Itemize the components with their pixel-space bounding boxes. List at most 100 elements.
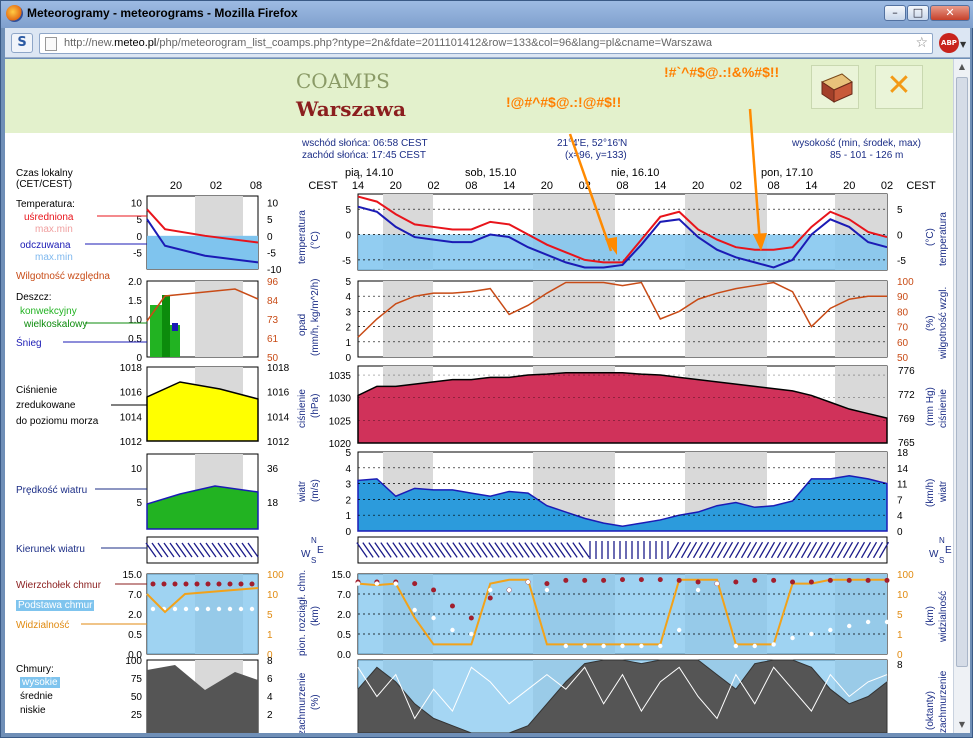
firefox-icon (6, 5, 23, 22)
legend-hum-tick-0: 96 (267, 277, 279, 288)
wind-dir-arrow-71 (782, 541, 794, 559)
cloud-cover-area (357, 659, 888, 733)
legend-press-tick-l-2: 1014 (120, 412, 143, 423)
wind-dir-arrow-11 (422, 542, 434, 558)
hour-label-2: 02 (427, 180, 439, 192)
adblock-icon[interactable]: ABP (939, 33, 959, 53)
temp-tick-r-2: -5 (897, 256, 906, 267)
legend-cloud-top: Wierzchołek chmur (16, 580, 102, 591)
legend-humidity-line (146, 288, 259, 322)
adblock-dropdown-icon[interactable]: ▼ (960, 40, 967, 49)
legend-cloud-top-3 (183, 581, 189, 587)
elevation-values: 85 - 101 - 126 m (830, 150, 904, 161)
legend-cloud-base-8 (238, 606, 244, 612)
url-bar[interactable]: http://new.meteo.pl/php/meteorogram_list… (39, 33, 933, 54)
legend-cov-tick-r-2: 4 (267, 692, 273, 703)
legend-cov-tick-l-2: 50 (131, 692, 143, 703)
legend-wind-dir-arrow-15 (235, 542, 247, 558)
legend-hour-2: 08 (250, 180, 262, 192)
wind-tick-r-3: 7 (897, 495, 903, 506)
press-tick-l-0: 1035 (329, 371, 352, 382)
wind-dir-arrow-6 (392, 542, 404, 558)
page-content: COAMPS Warszawa !@#^#$@.:!@#$!! !#`^#$@.… (5, 59, 953, 733)
cloud-base-point-14 (620, 643, 625, 649)
cloud-top-point-13 (601, 577, 607, 583)
s-button[interactable]: S (11, 33, 33, 53)
cloud-base-point-24 (809, 631, 814, 637)
sunrise-text: wschód słońca: 06:58 CEST (302, 138, 428, 149)
cloud-base-point-11 (563, 643, 569, 649)
legend-press-tick-l-0: 1018 (120, 363, 143, 374)
legend-wind-dir-arrow-2 (157, 542, 169, 558)
cloud-base-point-15 (639, 643, 644, 649)
wind-tick-r-0: 18 (897, 448, 909, 459)
legend-press-tick-r-3: 1012 (267, 437, 290, 448)
humidity-series (357, 281, 887, 338)
legend-cloud-top-9 (249, 581, 255, 587)
legend-pressure-area (146, 381, 259, 442)
wind-dir-arrow-7 (398, 542, 410, 558)
print-button[interactable] (811, 65, 859, 109)
legend-wind-area (146, 485, 259, 530)
scroll-thumb[interactable] (956, 77, 968, 667)
wind-dir-arrow-74 (800, 541, 812, 559)
wind-dir-arrow-61 (722, 541, 734, 559)
press-tick-l-3: 1020 (329, 439, 352, 450)
legend-cloud-base-3 (183, 606, 189, 612)
legend-clouds-mid: średnie (20, 691, 53, 702)
wind-dir-arrow-4 (380, 542, 392, 558)
legend-cloud-base: Podstawa chmur (16, 600, 95, 611)
url-text[interactable]: http://new.meteo.pl/php/meteorogram_list… (64, 37, 713, 49)
cloud-base-point-23 (790, 635, 795, 641)
close-window-button[interactable]: ✕ (930, 5, 970, 21)
wind-dir-arrow-73 (794, 541, 806, 559)
scroll-down-arrow-icon[interactable]: ▼ (958, 720, 966, 729)
legend-hum-tick-3: 61 (267, 334, 279, 345)
vis-tick-0: 100 (897, 570, 914, 581)
restore-button[interactable]: □ (907, 5, 929, 21)
scroll-up-arrow-icon[interactable]: ▲ (958, 62, 966, 71)
wind-dir-arrow-58 (704, 541, 716, 559)
legend-temp-tick-r-3: -5 (267, 248, 276, 259)
vertical-scrollbar[interactable]: ▲ ▼ (953, 59, 970, 733)
wind-dir-arrow-21 (482, 542, 494, 558)
temp-tick-r-1: 0 (897, 231, 903, 242)
precip-tick-5: 0 (345, 353, 351, 364)
legend-temp-tick-l-1: 5 (136, 215, 142, 226)
wind-dir-arrow-56 (692, 541, 704, 559)
legend-humidity: Wilgotność względna (16, 271, 110, 282)
wind-dir-arrow-22 (488, 542, 500, 558)
minimize-button[interactable]: – (884, 5, 906, 21)
wind-dir-arrow-8 (404, 542, 416, 558)
wind-dir-arrow-30 (536, 542, 548, 558)
legend-cloud-tick-2: 2.0 (128, 610, 142, 621)
wind-dir-arrow-83 (854, 541, 866, 559)
sunset-text: zachód słońca: 17:45 CEST (302, 150, 426, 161)
bookmark-star-icon[interactable]: ☆ (915, 35, 928, 51)
title-bar: Meteorogramy - meteorograms - Mozilla Fi… (1, 1, 973, 28)
wind-dir-arrow-62 (728, 541, 740, 559)
wind-dir-arrow-54 (680, 541, 692, 559)
wind-dir-arrow-72 (788, 541, 800, 559)
temp-series-0 (357, 195, 888, 264)
legend-vis-tick-3: 1 (267, 630, 273, 641)
cloud-top-point-12 (582, 577, 588, 583)
wind-dir-arrow-35 (566, 542, 578, 558)
legend-cloud-base-5 (205, 606, 211, 612)
legend-wind-dir-arrow-16 (241, 542, 253, 558)
cloud-base-point-20 (733, 643, 739, 649)
legend-press-tick-r-0: 1018 (267, 363, 290, 374)
cloud-base-point-18 (695, 587, 701, 593)
legend-precip-tick-0: 2.0 (128, 277, 142, 288)
precip-tick-1: 4 (345, 292, 351, 303)
press-tick-l-2: 1025 (329, 416, 352, 427)
legend-rain-conv-bar (150, 305, 162, 357)
cloud-base-point-0 (355, 581, 361, 586)
legend-cloud-base-9 (249, 606, 255, 612)
close-page-button[interactable]: ✕ (875, 65, 923, 109)
wind-dir-arrow-87 (878, 541, 890, 559)
wind-dir-arrow-25 (506, 542, 518, 558)
legend-wind-tick-l-1: 5 (136, 498, 142, 509)
legend-snow: Śnieg (16, 338, 42, 349)
legend-clouds: Chmury: (16, 664, 54, 675)
